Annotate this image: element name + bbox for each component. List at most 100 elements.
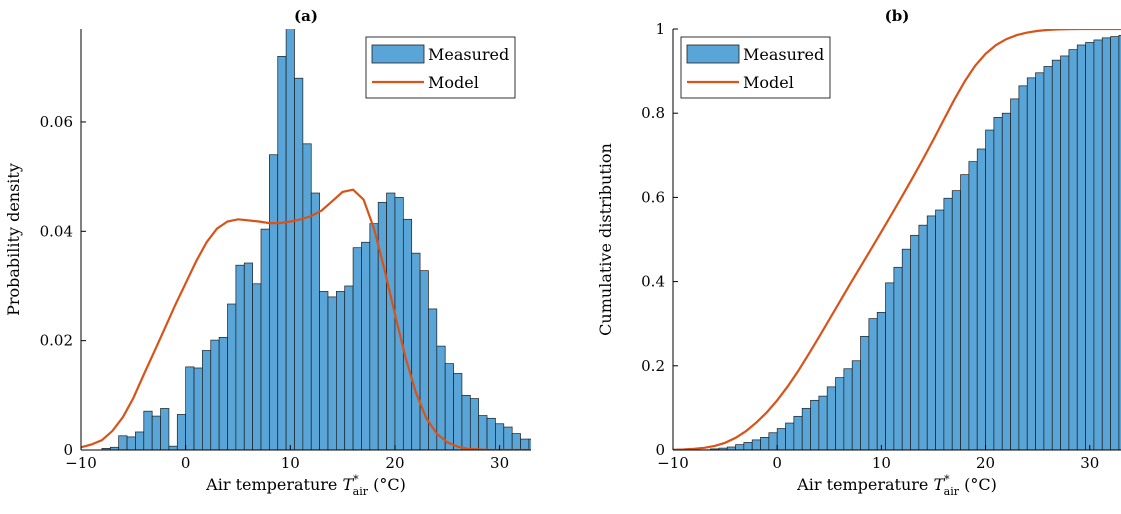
histogram-bar	[335, 291, 346, 450]
histogram-bar	[743, 442, 753, 450]
histogram-bar	[968, 161, 978, 450]
x-tick-label: 0	[772, 454, 782, 472]
histogram-bar	[151, 415, 161, 450]
histogram-bar	[1060, 55, 1070, 450]
histogram-bar	[269, 154, 279, 450]
model-line	[673, 29, 1121, 450]
histogram-bar	[910, 234, 920, 450]
histogram-bar	[386, 192, 396, 450]
legend-swatch-measured	[371, 44, 425, 64]
histogram-bar	[1101, 37, 1111, 450]
y-tick-label: 0.8	[641, 104, 665, 122]
histogram-bar	[554, 448, 562, 450]
histogram-bar	[876, 311, 886, 450]
histogram-bar	[1018, 85, 1028, 450]
histogram-bar	[1110, 36, 1120, 450]
histogram-bar	[294, 77, 304, 450]
y-tick-label: 0.6	[641, 188, 665, 206]
chart-title: (b)	[885, 7, 910, 25]
plot-area	[81, 29, 562, 450]
y-tick-label: 0.2	[641, 357, 665, 375]
legend-swatch-measured	[686, 44, 740, 64]
histogram-bar	[419, 270, 429, 450]
histogram-bar	[453, 373, 463, 450]
histogram-bar	[926, 215, 936, 450]
histogram-bar	[1085, 42, 1095, 450]
histogram-bar	[528, 438, 531, 450]
y-tick-label: 0.4	[641, 273, 665, 291]
legend: Measured Model	[680, 36, 831, 99]
histogram-bar	[520, 438, 530, 450]
histogram-bar	[993, 117, 1003, 450]
x-tick-label: 20	[385, 454, 404, 472]
histogram-bar	[976, 148, 986, 450]
histogram-bar	[851, 360, 861, 450]
histogram-bar	[885, 282, 895, 450]
histogram-bar	[1093, 39, 1103, 450]
histogram-bar	[960, 174, 970, 450]
legend-label-measured: Measured	[428, 45, 509, 64]
legend-label-measured: Measured	[743, 45, 824, 64]
x-tick-label: −10	[657, 454, 689, 472]
histogram-bar	[893, 266, 903, 450]
histogram-bar	[319, 291, 329, 450]
histogram-bar	[478, 415, 488, 450]
histogram-bar	[361, 241, 371, 450]
histogram-bar	[1001, 112, 1011, 450]
y-axis-label: Cumulative distribution	[596, 143, 615, 336]
model-line	[81, 188, 531, 450]
histogram-bar	[1043, 66, 1053, 450]
histogram-bar	[860, 335, 870, 450]
histogram-bar	[826, 386, 836, 450]
histogram-bar	[776, 428, 786, 450]
y-tick-label: 0.04	[40, 222, 73, 240]
histogram-bar	[402, 218, 413, 450]
histogram-bar	[918, 224, 928, 450]
histogram-bar	[277, 55, 287, 450]
histogram-bar	[1118, 34, 1121, 450]
histogram-bar	[801, 407, 811, 450]
histogram-bar	[951, 190, 961, 450]
histogram-bar	[327, 296, 337, 450]
histogram-bar	[537, 446, 545, 450]
histogram-bar	[1026, 77, 1036, 450]
histogram-bar	[218, 337, 228, 450]
histogram-bar	[260, 228, 270, 450]
histogram-bar	[985, 129, 995, 450]
x-tick-label: 20	[976, 454, 995, 472]
histogram-bar	[785, 422, 795, 450]
histogram-bar	[943, 197, 953, 450]
histogram-bar	[760, 437, 770, 450]
histogram-bar	[369, 223, 379, 450]
histogram-bar	[202, 350, 212, 450]
y-tick-label: 0	[63, 441, 73, 459]
histogram-bar	[193, 367, 203, 450]
x-tick-label: −10	[65, 454, 97, 472]
histogram-bar	[411, 252, 421, 450]
histogram-bar	[835, 377, 845, 450]
histogram-bar	[461, 394, 471, 450]
histogram-bar	[901, 248, 911, 450]
histogram-bar	[160, 408, 170, 450]
histogram-bar	[235, 264, 245, 450]
chart-title: (a)	[294, 7, 318, 25]
y-tick-label: 1	[655, 20, 665, 38]
histogram-bar	[210, 339, 220, 450]
x-tick-label: 30	[1080, 454, 1099, 472]
histogram-bar	[168, 445, 178, 450]
histogram-bar	[868, 318, 878, 450]
x-axis-label: Air temperature T* air (°C)	[205, 473, 406, 498]
histogram-bar	[126, 436, 136, 450]
histogram-bar	[935, 209, 945, 450]
histogram-bar	[1010, 98, 1020, 450]
histogram-bar	[252, 283, 262, 450]
y-tick-label: 0	[655, 441, 665, 459]
histogram-bar	[344, 285, 354, 450]
y-tick-label: 0.06	[40, 113, 73, 131]
x-tick-label: 10	[872, 454, 891, 472]
histogram-bar	[444, 363, 454, 450]
histogram-bar	[352, 247, 362, 450]
histogram-bar	[310, 192, 320, 450]
